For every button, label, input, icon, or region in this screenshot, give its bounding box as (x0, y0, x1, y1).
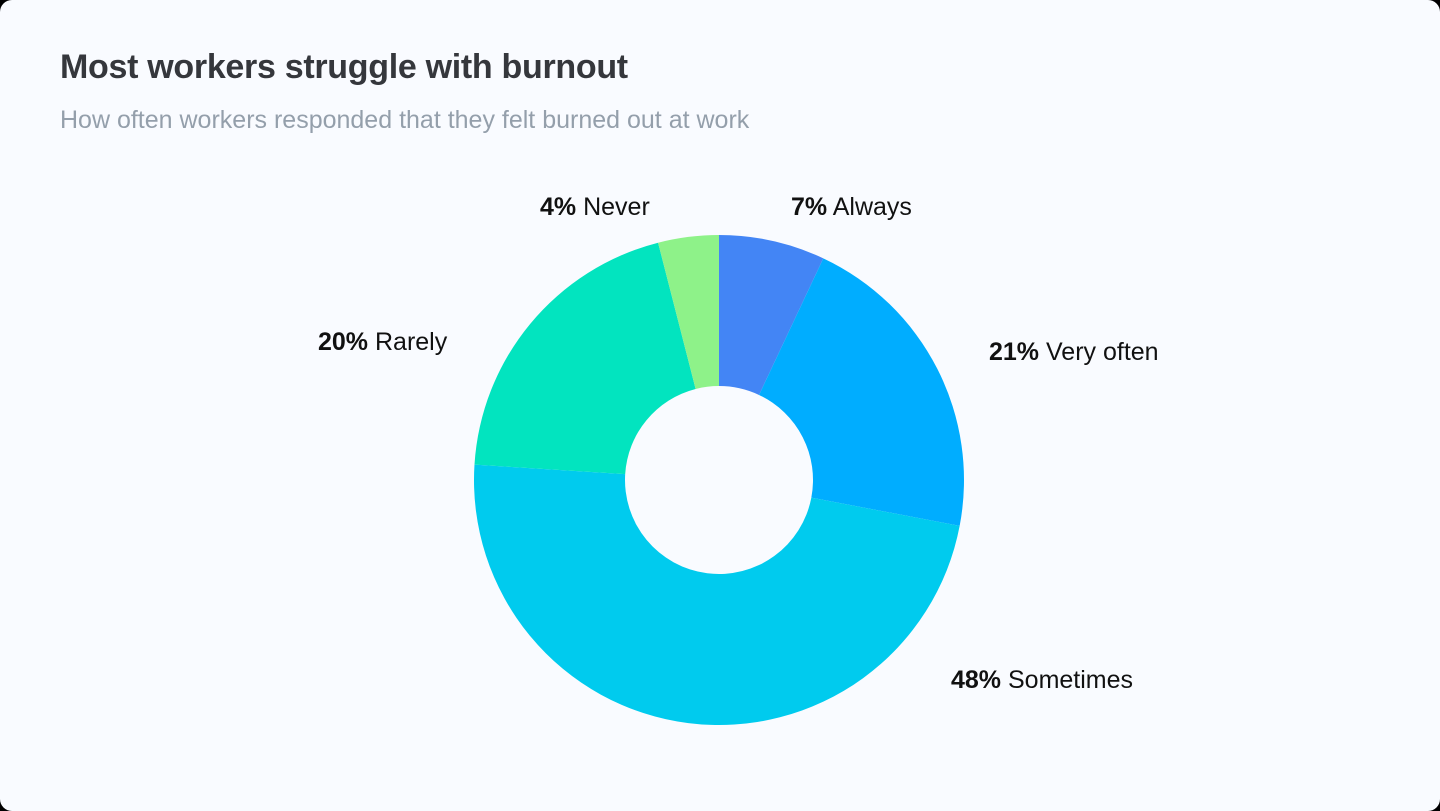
label-sometimes: 48% Sometimes (951, 665, 1133, 695)
label-never-name: Never (583, 193, 650, 221)
donut-slice-very-often (759, 258, 964, 526)
label-very-often-pct: 21% (989, 338, 1040, 366)
donut-slice-sometimes (474, 464, 960, 725)
label-never-pct: 4% (540, 193, 577, 221)
chart-subtitle: How often workers responded that they fe… (60, 106, 750, 134)
donut-slice-always (719, 235, 824, 395)
donut-slices (474, 235, 964, 725)
label-sometimes-name: Sometimes (1008, 666, 1134, 694)
label-sometimes-pct: 48% (951, 666, 1002, 694)
label-very-often: 21% Very often (989, 337, 1159, 367)
chart-title: Most workers struggle with burnout (60, 48, 628, 86)
donut-slice-never (658, 235, 719, 389)
donut-slice-rarely (474, 242, 696, 475)
label-never: 4% Never (540, 192, 650, 222)
label-always: 7% Always (791, 192, 912, 222)
label-always-pct: 7% (791, 193, 828, 221)
label-always-name: Always (832, 193, 912, 221)
label-rarely: 20% Rarely (318, 327, 447, 357)
label-rarely-pct: 20% (318, 328, 369, 356)
label-rarely-name: Rarely (375, 328, 448, 356)
label-very-often-name: Very often (1046, 338, 1159, 366)
